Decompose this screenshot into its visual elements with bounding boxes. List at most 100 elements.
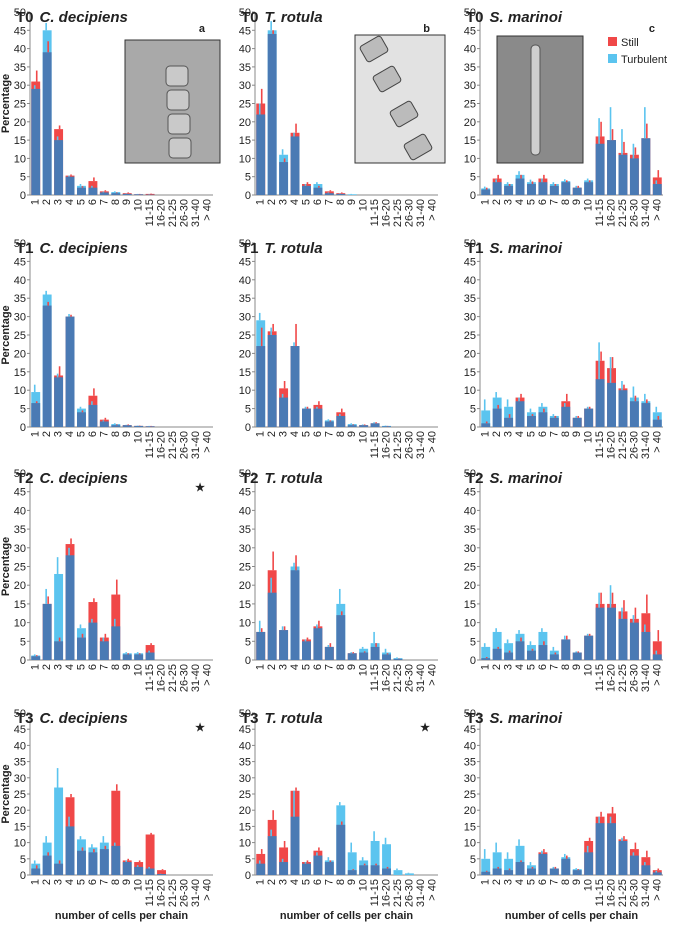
- chart-title: T2 S. marinoi: [466, 470, 563, 487]
- x-tick-label: 2: [41, 199, 53, 205]
- bar: [31, 403, 41, 427]
- bar: [77, 412, 86, 427]
- y-tick-label: 20: [14, 805, 26, 817]
- bar: [31, 656, 41, 660]
- x-tick-label: 2: [41, 879, 53, 885]
- bar: [527, 184, 536, 195]
- bar: [584, 635, 594, 660]
- y-tick-label: 30: [464, 543, 476, 555]
- bar: [629, 158, 639, 195]
- x-tick-label: 1: [255, 879, 267, 885]
- x-tick-label: 11-15: [594, 431, 606, 458]
- bar: [584, 408, 594, 427]
- species-label: C. decipiens: [40, 710, 128, 727]
- x-tick-label: 11-15: [144, 879, 156, 906]
- x-tick-label: > 40: [426, 199, 438, 221]
- y-tick-label: 40: [464, 275, 476, 287]
- x-tick-label: 16-20: [606, 664, 618, 692]
- y-tick-label: 25: [14, 330, 26, 342]
- x-tick-label: 5: [525, 879, 537, 885]
- x-tick-label: 26-30: [403, 664, 415, 692]
- x-tick-label: 4: [514, 879, 526, 885]
- bar: [134, 194, 144, 195]
- bar: [549, 654, 559, 660]
- bar: [504, 643, 514, 660]
- bar: [641, 403, 651, 427]
- x-tick-label: 3: [278, 879, 290, 885]
- x-tick-label: 7: [323, 199, 335, 205]
- bar: [504, 858, 514, 875]
- y-tick-label: 45: [239, 724, 251, 736]
- x-tick-label: 11-15: [369, 199, 381, 226]
- species-label: S. marinoi: [490, 710, 563, 727]
- bar: [256, 114, 266, 195]
- x-tick-label: > 40: [201, 199, 213, 221]
- y-tick-label: 5: [470, 854, 476, 866]
- x-tick-label: 3: [503, 431, 515, 437]
- bar: [54, 641, 64, 660]
- bar: [88, 852, 98, 875]
- y-tick-label: 15: [464, 821, 476, 833]
- bar: [595, 143, 605, 195]
- bar: [515, 845, 525, 875]
- bar: [382, 844, 391, 875]
- x-tick-label: 26-30: [178, 431, 190, 459]
- bar: [324, 193, 334, 195]
- y-tick-label: 35: [464, 293, 476, 305]
- bar: [347, 852, 357, 875]
- bar: [42, 305, 52, 427]
- y-tick-label: 15: [14, 599, 26, 611]
- x-tick-label: 11-15: [594, 199, 606, 226]
- y-tick-label: 30: [14, 80, 26, 92]
- bar: [122, 193, 132, 195]
- x-tick-label: 6: [87, 431, 99, 437]
- bar: [279, 862, 289, 875]
- x-tick-label: 16-20: [606, 431, 618, 459]
- x-tick-label: 8: [110, 431, 122, 437]
- bar: [549, 185, 559, 195]
- inset-image: [496, 35, 584, 164]
- y-tick-label: 45: [464, 256, 476, 268]
- y-tick-label: 0: [20, 422, 26, 434]
- bar: [595, 379, 605, 427]
- x-tick-label: 16-20: [381, 664, 393, 692]
- y-tick-label: 25: [239, 562, 251, 574]
- x-tick-label: 3: [53, 199, 65, 205]
- bar: [313, 187, 323, 195]
- x-tick-label: > 40: [651, 199, 663, 221]
- y-tick-label: 45: [14, 25, 26, 37]
- y-tick-label: 0: [20, 870, 26, 882]
- x-tick-label: 10: [583, 664, 595, 676]
- x-tick-label: 6: [537, 879, 549, 885]
- x-tick-label: 10: [133, 199, 145, 211]
- y-tick-label: 30: [239, 80, 251, 92]
- x-tick-label: 10: [133, 431, 145, 443]
- x-tick-label: 4: [514, 431, 526, 437]
- bar: [290, 136, 300, 195]
- x-tick-label: 10: [358, 664, 370, 676]
- x-tick-label: 4: [514, 199, 526, 205]
- x-tick-label: 7: [98, 199, 110, 205]
- bar: [134, 425, 144, 427]
- chart-title: T1 C. decipiens: [16, 240, 128, 257]
- y-tick-label: 50: [14, 468, 26, 480]
- x-tick-label: 5: [525, 431, 537, 437]
- bar: [404, 873, 414, 875]
- y-tick-label: 10: [464, 618, 476, 630]
- bar: [382, 654, 391, 660]
- y-tick-label: 45: [239, 256, 251, 268]
- title-label: T1: [466, 240, 484, 257]
- y-tick-label: 5: [245, 636, 251, 648]
- y-tick-label: 0: [470, 422, 476, 434]
- bar: [607, 382, 616, 427]
- bar: [629, 622, 639, 660]
- bar: [134, 866, 144, 875]
- y-tick-label: 35: [14, 293, 26, 305]
- bar: [370, 865, 380, 875]
- x-tick-label: 26-30: [178, 664, 190, 692]
- x-tick-label: 9: [571, 664, 583, 670]
- y-tick-label: 50: [464, 238, 476, 250]
- x-tick-label: 16-20: [606, 879, 618, 907]
- bar: [618, 840, 628, 875]
- bar: [122, 425, 132, 427]
